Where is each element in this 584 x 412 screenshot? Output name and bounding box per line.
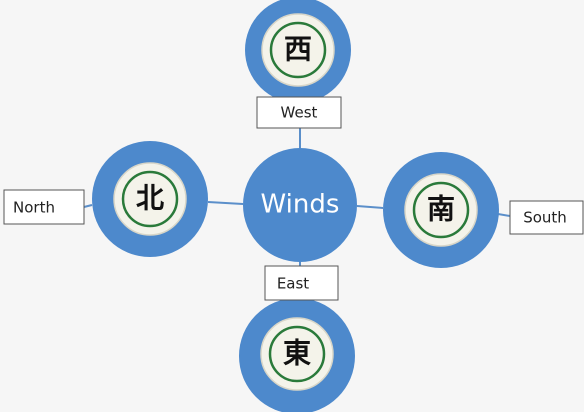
node-label: North (13, 199, 55, 217)
node-label: West (281, 104, 318, 122)
tile-character: 南 (427, 193, 455, 226)
center-label: Winds (261, 190, 340, 220)
node-west: 西 West (245, 0, 351, 128)
node-label: East (277, 275, 309, 293)
node-label: South (523, 209, 567, 227)
tile-character: 西 (284, 33, 312, 66)
tile-character: 北 (136, 182, 164, 215)
diagram: Winds 西 West 北 North 南 South 東 East (0, 0, 584, 412)
tile-character: 東 (283, 337, 311, 370)
